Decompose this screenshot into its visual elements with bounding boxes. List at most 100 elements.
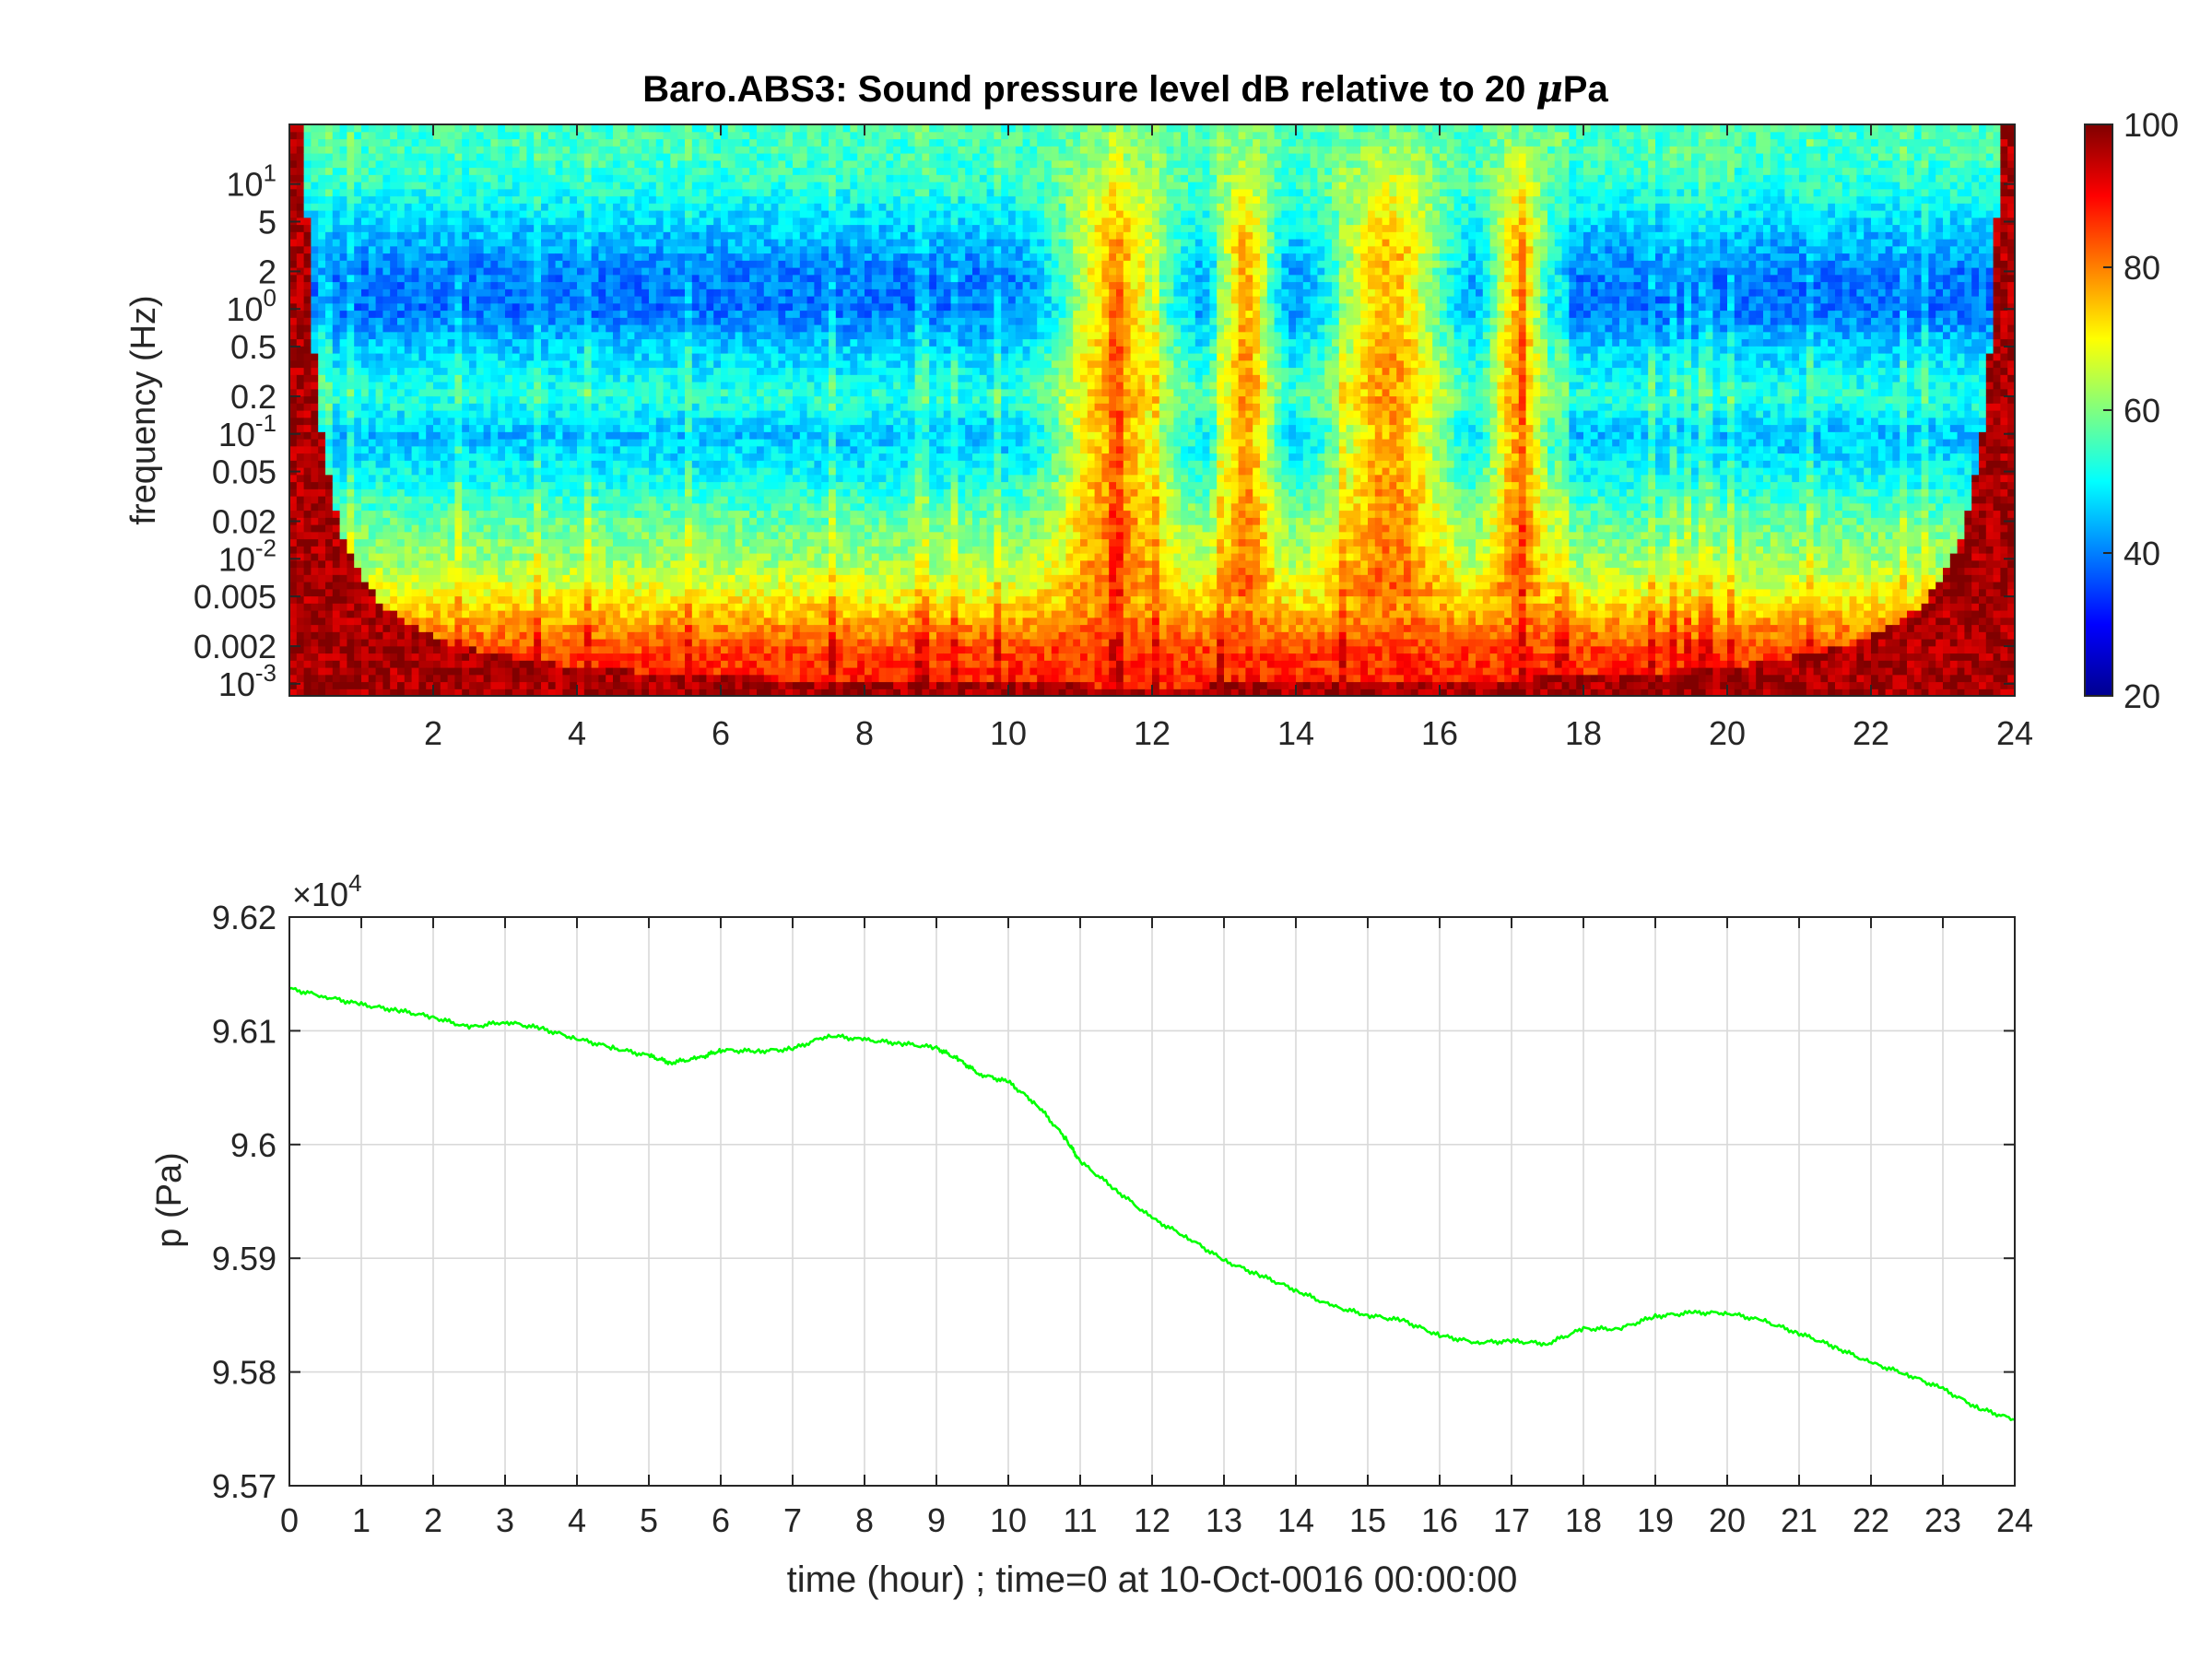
heatmap-cell: [606, 481, 614, 489]
heatmap-cell: [382, 639, 391, 647]
heatmap-cell: [382, 553, 391, 561]
heatmap-cell: [454, 574, 463, 582]
heatmap-cell: [404, 182, 413, 190]
heatmap-cell: [454, 367, 463, 375]
heatmap-cell: [619, 367, 629, 375]
heatmap-cell: [649, 281, 657, 289]
heatmap-cell: [325, 167, 334, 175]
heatmap-cell: [727, 231, 736, 240]
heatmap-cell: [368, 481, 377, 489]
heatmap-cell: [606, 346, 614, 354]
heatmap-cell: [440, 424, 449, 432]
heatmap-cell: [713, 559, 722, 569]
heatmap-cell: [418, 167, 427, 175]
heatmap-cell: [318, 481, 326, 489]
heatmap-cell: [498, 131, 506, 140]
heatmap-cell: [577, 153, 585, 161]
heatmap-cell: [418, 431, 427, 440]
heatmap-cell: [713, 359, 722, 369]
heatmap-cell: [454, 159, 463, 169]
heatmap-cell: [418, 138, 427, 147]
heatmap-cell: [311, 302, 319, 312]
heatmap-cell: [462, 245, 470, 254]
heatmap-cell: [368, 253, 377, 261]
heatmap-cell: [591, 310, 599, 318]
heatmap-cell: [447, 517, 455, 525]
heatmap-cell: [691, 517, 700, 525]
heatmap-cell: [368, 174, 377, 182]
heatmap-cell: [469, 488, 477, 497]
heatmap-cell: [512, 274, 521, 283]
heatmap-cell: [303, 403, 312, 411]
heatmap-cell: [519, 153, 527, 161]
heatmap-cell: [347, 210, 355, 218]
heatmap-cell: [606, 639, 614, 647]
heatmap-cell: [454, 488, 463, 497]
heatmap-cell: [534, 531, 542, 540]
heatmap-cell: [433, 203, 441, 211]
heatmap-cell: [498, 510, 506, 518]
heatmap-cell: [670, 302, 678, 312]
heatmap-cell: [318, 302, 326, 312]
heatmap-cell: [706, 524, 714, 533]
heatmap-cell: [498, 517, 506, 525]
heatmap-cell: [433, 653, 441, 661]
heatmap-cell: [454, 603, 463, 611]
heatmap-cell: [375, 546, 383, 554]
heatmap-cell: [512, 559, 521, 569]
heatmap-cell: [634, 502, 642, 512]
heatmap-cell: [454, 538, 463, 547]
heatmap-cell: [649, 688, 657, 697]
heatmap-cell: [505, 239, 513, 247]
heatmap-cell: [418, 582, 427, 590]
heatmap-cell: [440, 588, 449, 597]
heatmap-cell: [382, 445, 391, 454]
heatmap-cell: [332, 603, 341, 611]
heatmap-cell: [296, 688, 305, 697]
heatmap-cell: [677, 660, 686, 668]
heatmap-cell: [440, 260, 449, 268]
heatmap-cell: [469, 245, 477, 254]
heatmap-cell: [655, 310, 665, 318]
heatmap-cell: [691, 245, 700, 254]
heatmap-cell: [583, 553, 593, 561]
heatmap-cell: [397, 410, 406, 418]
heatmap-cell: [670, 182, 678, 190]
heatmap-cell: [454, 231, 463, 240]
heatmap-cell: [433, 531, 441, 540]
heatmap-cell: [634, 317, 642, 325]
heatmap-cell: [577, 388, 585, 397]
heatmap-cell: [462, 382, 470, 390]
heatmap-cell: [570, 624, 578, 632]
heatmap-cell: [641, 567, 650, 575]
heatmap-cell: [490, 538, 499, 547]
heatmap-cell: [534, 195, 542, 204]
heatmap-cell: [440, 174, 449, 182]
heatmap-cell: [570, 559, 578, 569]
heatmap-cell: [498, 559, 506, 569]
heatmap-cell: [627, 631, 635, 640]
heatmap-cell: [347, 603, 355, 611]
heatmap-cell: [555, 324, 563, 333]
heatmap-cell: [368, 310, 377, 318]
heatmap-cell: [721, 574, 729, 582]
heatmap-cell: [390, 267, 398, 276]
heatmap-cell: [404, 553, 413, 561]
heatmap-cell: [613, 210, 621, 218]
heatmap-cell: [390, 403, 398, 411]
heatmap-cell: [519, 382, 527, 390]
heatmap-cell: [699, 445, 707, 454]
heatmap-cell: [382, 574, 391, 582]
heatmap-cell: [727, 253, 736, 261]
heatmap-cell: [613, 424, 621, 432]
heatmap-cell: [649, 645, 657, 654]
heatmap-cell: [570, 146, 578, 154]
heatmap-cell: [735, 531, 743, 540]
heatmap-cell: [526, 188, 535, 197]
heatmap-cell: [411, 510, 419, 518]
heatmap-cell: [303, 667, 312, 676]
heatmap-cell: [382, 124, 391, 133]
heatmap-cell: [332, 660, 341, 668]
heatmap-cell: [347, 460, 355, 468]
heatmap-cell: [541, 153, 549, 161]
